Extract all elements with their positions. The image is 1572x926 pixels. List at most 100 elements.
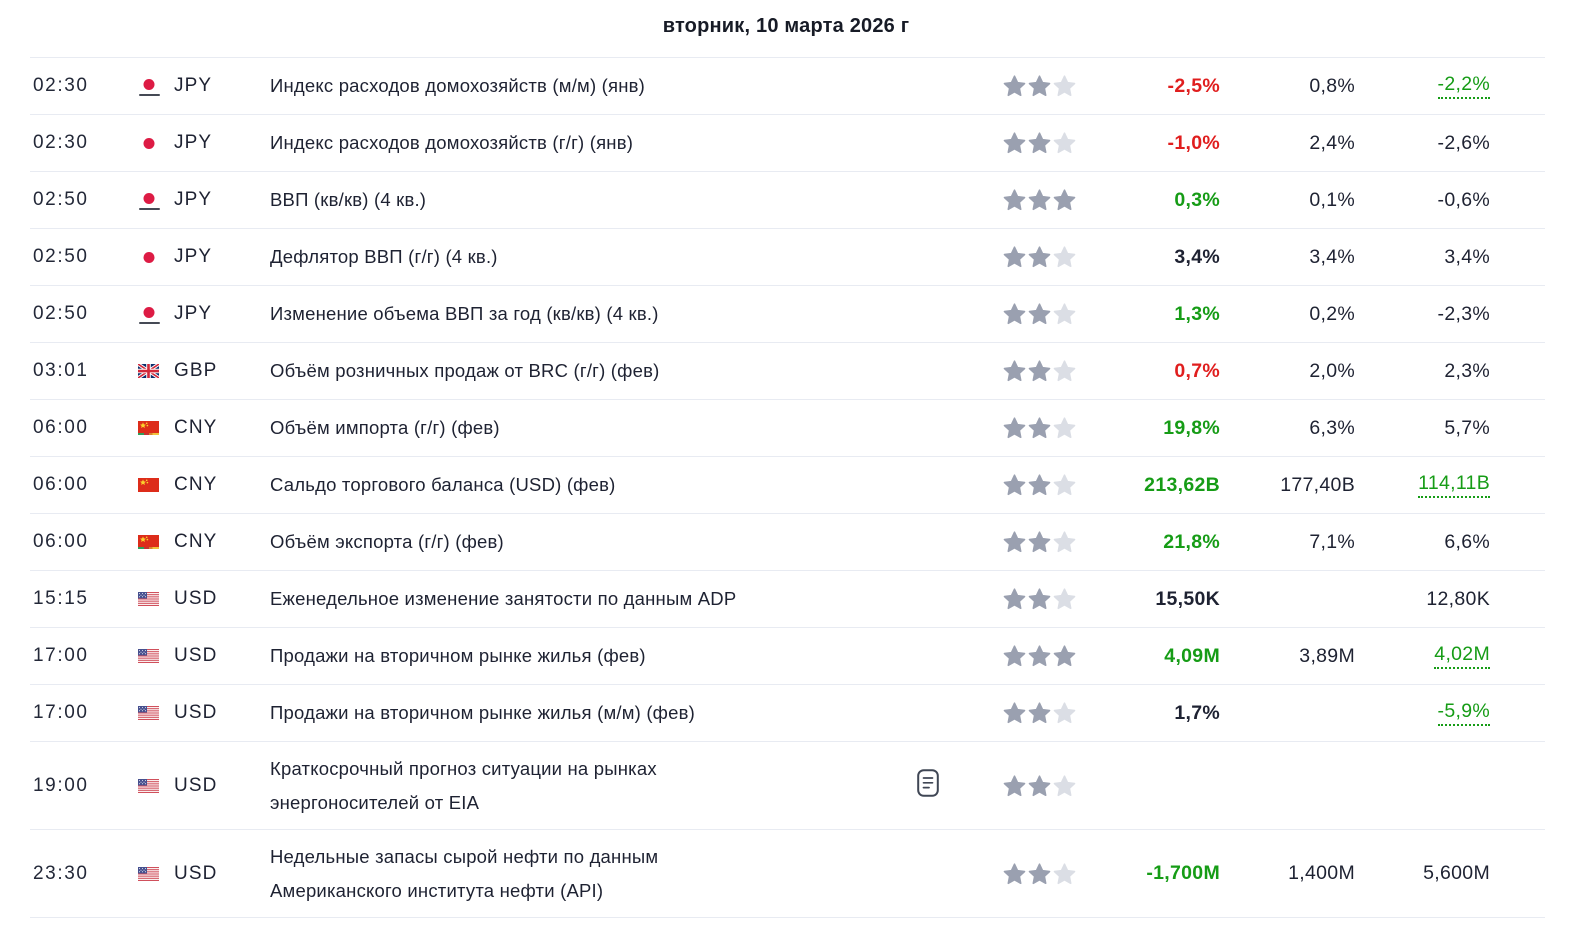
calendar-row: 15:15 USD Еженедельное изменение занятости… xyxy=(30,570,1545,627)
flag-image xyxy=(138,478,159,492)
flag-edge-strip xyxy=(138,546,159,550)
previous-text: 5,7% xyxy=(1444,416,1490,439)
currency-label: JPY xyxy=(174,75,213,96)
forecast-text: 1,400M xyxy=(1288,862,1355,884)
calendar-row: 17:00 USD Продажи на вторичном рынке жилья… xyxy=(30,684,1545,741)
jpy-flag-icon xyxy=(138,77,160,96)
forecast-value: 7,1% xyxy=(1220,531,1355,554)
event-link[interactable]: Еженедельное изменение занятости по данн… xyxy=(270,587,917,610)
jpy-flag-icon xyxy=(138,136,160,151)
star-icon xyxy=(1028,774,1051,797)
event-name-line: Сальдо торгового баланса (USD) (фев) xyxy=(270,474,616,496)
forecast-text: 0,1% xyxy=(1309,188,1355,211)
event-name-line: Еженедельное изменение занятости по данн… xyxy=(270,588,737,610)
event-time: 15:15 xyxy=(33,588,89,609)
previous-text[interactable]: -5,9% xyxy=(1437,700,1490,726)
event-link[interactable]: Объём импорта (г/г) (фев) xyxy=(270,416,917,439)
star-icon xyxy=(1053,417,1076,439)
event-link[interactable]: Объём розничных продаж от BRC (г/г) (фев… xyxy=(270,359,917,382)
actual-value: -2,5% xyxy=(1075,75,1220,98)
date-header: вторник, 10 марта 2026 г xyxy=(662,15,910,37)
event-time: 02:30 xyxy=(33,132,89,153)
event-cell: Недельные запасы сырой нефти по данным Ам… xyxy=(270,845,917,902)
flag-image xyxy=(138,250,160,265)
forecast-value: 0,2% xyxy=(1220,303,1355,326)
event-link[interactable]: Индекс расходов домохозяйств (г/г) (янв) xyxy=(270,131,917,154)
calendar-row: 02:50 JPY Изменение объема ВВП за год (кв/… xyxy=(30,285,1545,342)
star-icon xyxy=(1053,246,1076,268)
usd-flag-icon xyxy=(138,706,160,720)
previous-text[interactable]: -2,2% xyxy=(1437,73,1490,99)
previous-text[interactable]: 114,11B xyxy=(1418,472,1490,498)
actual-text: 1,7% xyxy=(1174,701,1220,724)
flag-image xyxy=(138,778,159,793)
star-icon xyxy=(1003,75,1026,97)
star-icon xyxy=(1028,531,1051,553)
forecast-text: 177,40B xyxy=(1280,473,1355,496)
event-cell: Еженедельное изменение занятости по данн… xyxy=(270,587,917,610)
calendar-row: 02:30 JPY Индекс расходов домохозяйств (г/… xyxy=(30,114,1545,171)
star-icon xyxy=(1028,189,1051,211)
previous-text[interactable]: 4,02M xyxy=(1434,643,1490,669)
star-icon xyxy=(1028,75,1051,97)
event-link[interactable]: Продажи на вторичном рынке жилья (фев) xyxy=(270,644,917,667)
flag-image xyxy=(138,77,160,96)
star-icon xyxy=(1053,360,1076,382)
star-icon xyxy=(1003,862,1026,885)
star-icon xyxy=(1053,862,1076,885)
flag-image xyxy=(138,364,159,378)
event-cell: Продажи на вторичном рынке жилья (фев) xyxy=(270,644,917,667)
actual-text: -2,5% xyxy=(1167,74,1220,97)
forecast-value: 2,0% xyxy=(1220,360,1355,383)
previous-value: 5,600M xyxy=(1355,862,1490,885)
event-name-line: Продажи на вторичном рынке жилья (фев) xyxy=(270,645,646,667)
event-time: 02:50 xyxy=(33,246,89,267)
currency-label: USD xyxy=(174,588,218,609)
event-link[interactable]: Объём экспорта (г/г) (фев) xyxy=(270,530,917,553)
event-name-line: Объём экспорта (г/г) (фев) xyxy=(270,531,504,553)
event-time: 06:00 xyxy=(33,531,89,552)
previous-text: 6,6% xyxy=(1444,530,1490,553)
event-link[interactable]: Недельные запасы сырой нефти по данным Ам… xyxy=(270,845,917,902)
usd-flag-icon xyxy=(138,866,160,881)
event-time: 02:50 xyxy=(33,189,89,210)
event-link[interactable]: Продажи на вторичном рынке жилья (м/м) (… xyxy=(270,701,917,724)
calendar-row: 02:30 JPY Индекс расходов домохозяйств (м/… xyxy=(30,57,1545,114)
star-icon xyxy=(1003,303,1026,325)
previous-value: -2,2% xyxy=(1355,73,1490,99)
event-cell: Объём экспорта (г/г) (фев) xyxy=(270,530,917,553)
event-link[interactable]: Изменение объема ВВП за год (кв/кв) (4 к… xyxy=(270,302,917,325)
event-cell: Изменение объема ВВП за год (кв/кв) (4 к… xyxy=(270,302,917,325)
event-name-line: Дефлятор ВВП (г/г) (4 кв.) xyxy=(270,246,498,268)
actual-value: 1,3% xyxy=(1075,303,1220,326)
importance-stars xyxy=(975,132,1076,154)
currency-label: JPY xyxy=(174,132,213,153)
event-time: 23:30 xyxy=(33,862,89,884)
event-link[interactable]: ВВП (кв/кв) (4 кв.) xyxy=(270,188,917,211)
calendar-row: 19:00 USD Краткосрочный прогноз ситуации н… xyxy=(30,741,1545,829)
event-link[interactable]: Индекс расходов домохозяйств (м/м) (янв) xyxy=(270,74,917,97)
event-link[interactable]: Сальдо торгового баланса (USD) (фев) xyxy=(270,473,917,496)
currency-label: CNY xyxy=(174,474,218,495)
actual-value: 19,8% xyxy=(1075,417,1220,440)
previous-text: 3,4% xyxy=(1444,245,1490,268)
previous-value: 3,4% xyxy=(1355,246,1490,269)
event-name-line: Изменение объема ВВП за год (кв/кв) (4 к… xyxy=(270,303,659,325)
star-icon xyxy=(1028,645,1051,667)
usd-flag-icon xyxy=(138,592,160,606)
event-cell: Краткосрочный прогноз ситуации на рынках… xyxy=(270,757,917,814)
star-icon xyxy=(1003,774,1026,797)
jpy-flag-icon xyxy=(138,191,160,210)
forecast-value: 3,89M xyxy=(1220,645,1355,668)
actual-text: 21,8% xyxy=(1163,530,1220,553)
importance-stars xyxy=(975,303,1076,325)
report-icon[interactable] xyxy=(917,769,939,802)
previous-value: 114,11B xyxy=(1355,472,1490,498)
importance-stars xyxy=(975,75,1076,97)
event-link[interactable]: Дефлятор ВВП (г/г) (4 кв.) xyxy=(270,245,917,268)
event-time: 17:00 xyxy=(33,702,89,723)
event-link[interactable]: Краткосрочный прогноз ситуации на рынках… xyxy=(270,757,917,814)
star-icon xyxy=(1003,132,1026,154)
star-icon xyxy=(1003,531,1026,553)
